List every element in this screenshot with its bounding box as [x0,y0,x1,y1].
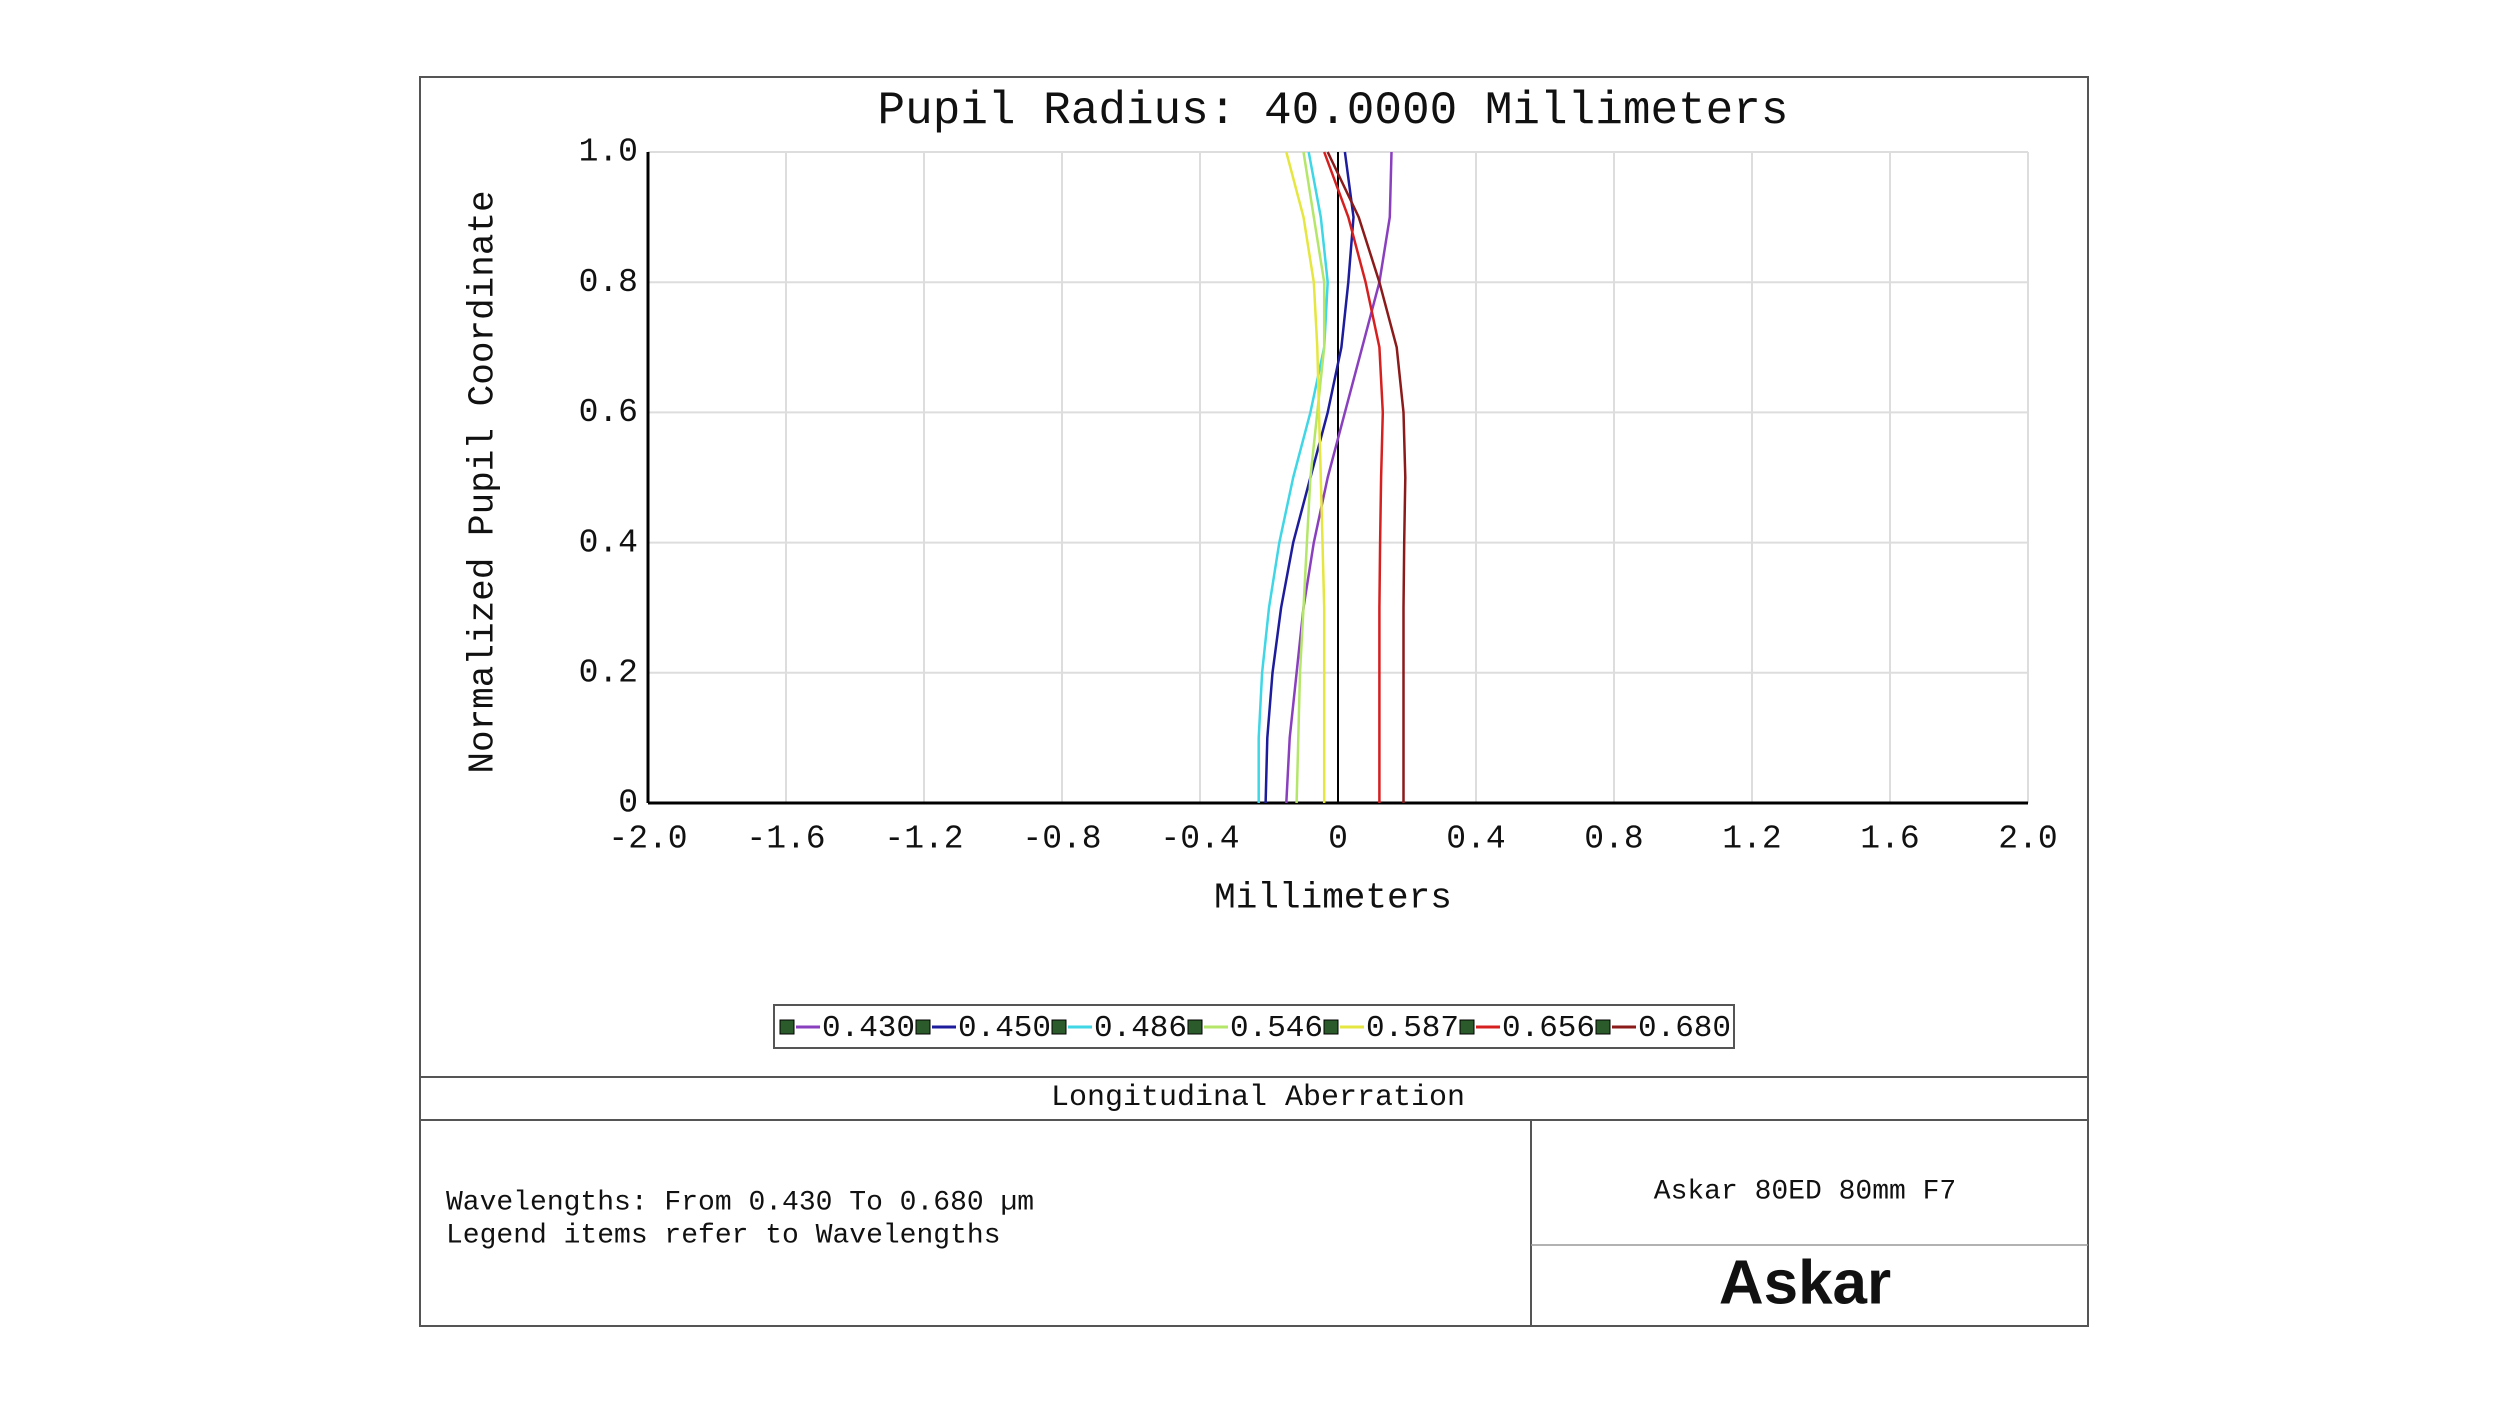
x-tick-label: 1.6 [1860,821,1919,858]
note: Wavelengths: From 0.430 To 0.680 µm [446,1187,1034,1218]
legend-label: 0.680 [1638,1011,1731,1046]
frame [419,76,2089,1327]
x-tick-label: 1.2 [1722,821,1781,858]
series-line [1285,151,1393,804]
y-tick-label: 0 [618,785,638,822]
y-tick-label: 1.0 [579,134,638,171]
x-tick-label: -0.8 [1022,821,1101,858]
note: Legend items refer to Wavelengths [446,1220,1001,1251]
x-tick-label: -1.2 [884,821,963,858]
chart-title: Pupil Radius: 40.0000 Millimeters [878,85,1789,137]
legend-label: 0.450 [958,1011,1051,1046]
x-tick-label: 0.4 [1446,821,1505,858]
legend-label: 0.486 [1094,1011,1187,1046]
legend-icon [1323,1019,1339,1035]
x-tick-label: -0.4 [1160,821,1239,858]
legend-label: 0.587 [1366,1011,1459,1046]
x-axis-label: Millimeters [1214,878,1452,919]
y-axis-label: Normalized Pupil Coordinate [463,190,504,773]
logo: Askar [1719,1248,1891,1317]
legend-label: 0.546 [1230,1011,1323,1046]
legend-icon [915,1019,931,1035]
series-line [1285,151,1326,803]
caption: Longitudinal Aberration [1051,1081,1465,1115]
series-line [1257,151,1329,803]
x-tick-label: 0 [1328,821,1348,858]
y-tick-label: 0.4 [579,524,638,561]
legend-label: 0.430 [822,1011,915,1046]
series-line [1326,151,1407,803]
legend-icon [1187,1019,1203,1035]
legend-label: 0.656 [1502,1011,1595,1046]
series-line [1323,151,1385,803]
y-tick-label: 0.8 [579,264,638,301]
y-tick-label: 0.2 [579,655,638,692]
series-line [1295,151,1326,804]
y-tick-label: 0.6 [579,394,638,431]
x-tick-label: 2.0 [1998,821,2057,858]
x-tick-label: -1.6 [746,821,825,858]
x-tick-label: 0.8 [1584,821,1643,858]
legend-icon [779,1019,795,1035]
x-tick-label: -2.0 [608,821,687,858]
legend-icon [1459,1019,1475,1035]
lens-name: Askar 80ED 80mm F7 [1654,1176,1956,1207]
legend-icon [1051,1019,1067,1035]
legend-icon [1595,1019,1611,1035]
